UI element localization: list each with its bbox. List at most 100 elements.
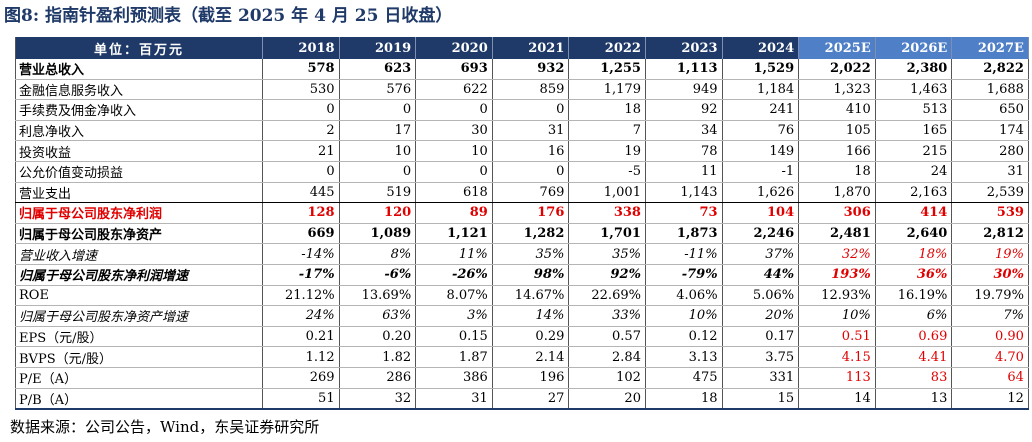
estimate-cell: 19.79% <box>951 285 1029 307</box>
value-cell: -79% <box>645 264 723 286</box>
value-cell: -17% <box>262 264 340 286</box>
value-cell: 1.12 <box>262 346 340 368</box>
estimate-cell: 513 <box>875 99 953 121</box>
value-cell: 15 <box>722 388 800 411</box>
value-cell: 2 <box>262 120 340 142</box>
value-cell: 1.87 <box>415 346 493 368</box>
value-cell: 338 <box>568 202 646 224</box>
estimate-cell: 166 <box>798 140 876 162</box>
estimate-cell: 0.51 <box>798 326 876 348</box>
table-row: EPS（元/股） 0.21 0.20 0.15 0.29 0.57 0.12 0.17 0.51… <box>15 326 1029 348</box>
value-cell: 1.82 <box>339 346 417 368</box>
estimate-cell: 10% <box>798 305 876 327</box>
estimate-cell: 6% <box>875 305 953 327</box>
value-cell: 0 <box>262 99 340 121</box>
value-cell: 1,184 <box>722 79 800 101</box>
value-cell: 669 <box>262 223 340 245</box>
estimate-cell: 30% <box>951 264 1029 286</box>
value-cell: 37% <box>722 243 800 265</box>
value-cell: 76 <box>722 120 800 142</box>
table-row: 营业支出 445 519 618 769 1,001 1,143 1,626 1,870 2,16… <box>15 182 1029 204</box>
value-cell: 0.21 <box>262 326 340 348</box>
estimate-cell: 2,380 <box>875 59 953 80</box>
value-cell: 932 <box>492 59 570 80</box>
value-cell: 241 <box>722 99 800 121</box>
value-cell: 11% <box>415 243 493 265</box>
row-label: P/B（A） <box>15 388 263 411</box>
value-cell: 21.12% <box>262 285 340 307</box>
value-cell: 17 <box>339 120 417 142</box>
value-cell: 92% <box>568 264 646 286</box>
value-cell: 576 <box>339 79 417 101</box>
value-cell: 32 <box>339 388 417 411</box>
value-cell: 0 <box>262 161 340 183</box>
value-cell: 0 <box>415 99 493 121</box>
value-cell: 104 <box>722 202 800 224</box>
value-cell: 623 <box>339 59 417 80</box>
value-cell: 20 <box>568 388 646 411</box>
table-row: ROE 21.12% 13.69% 8.07% 14.67% 22.69% 4.06% 5.0… <box>15 285 1029 307</box>
value-cell: 622 <box>415 79 493 101</box>
estimate-cell: 31 <box>951 161 1029 183</box>
value-cell: 149 <box>722 140 800 162</box>
estimate-cell: 18% <box>875 243 953 265</box>
value-cell: 445 <box>262 182 340 204</box>
table-row: 归属于母公司股东净资产 669 1,089 1,121 1,282 1,701 1,873 2… <box>15 223 1029 245</box>
value-cell: 8.07% <box>415 285 493 307</box>
value-cell: 19 <box>568 140 646 162</box>
row-label: 利息净收入 <box>15 120 263 142</box>
table-row: 手续费及佣金净收入 0 0 0 0 18 92 241 410 513 650 <box>15 99 1029 121</box>
value-cell: 92 <box>645 99 723 121</box>
value-cell: 949 <box>645 79 723 101</box>
table-row: 利息净收入 2 17 30 31 7 34 76 105 165 174 <box>15 120 1029 142</box>
estimate-cell: 2,812 <box>951 223 1029 245</box>
value-cell: 1,529 <box>722 59 800 80</box>
value-cell: -14% <box>262 243 340 265</box>
estimate-cell: 2,481 <box>798 223 876 245</box>
value-cell: 51 <box>262 388 340 411</box>
estimate-cell: 19% <box>951 243 1029 265</box>
value-cell: 13.69% <box>339 285 417 307</box>
row-label: 归属于母公司股东净资产 <box>15 223 263 245</box>
value-cell: 22.69% <box>568 285 646 307</box>
year-header: 2018 <box>262 37 340 59</box>
value-cell: 10 <box>339 140 417 162</box>
value-cell: 578 <box>262 59 340 80</box>
value-cell: 18 <box>568 99 646 121</box>
estimate-cell: 4.41 <box>875 346 953 368</box>
value-cell: 1,255 <box>568 59 646 80</box>
value-cell: 3.13 <box>645 346 723 368</box>
value-cell: 1,701 <box>568 223 646 245</box>
value-cell: 1,626 <box>722 182 800 204</box>
year-header: 2022 <box>568 37 646 59</box>
table-row: 营业收入增速 -14% 8% 11% 35% 35% -11% 37% 32% 18% 19% <box>15 243 1029 265</box>
year-header: 2020 <box>415 37 493 59</box>
value-cell: 1,121 <box>415 223 493 245</box>
value-cell: 10 <box>415 140 493 162</box>
estimate-cell: 64 <box>951 367 1029 389</box>
value-cell: -11% <box>645 243 723 265</box>
estimate-cell: 2,163 <box>875 182 953 204</box>
estimate-cell: 1,688 <box>951 79 1029 101</box>
value-cell: 1,089 <box>339 223 417 245</box>
row-label: 归属于母公司股东净利润增速 <box>15 264 263 286</box>
estimate-cell: 0.69 <box>875 326 953 348</box>
value-cell: 20% <box>722 305 800 327</box>
estimate-cell: 539 <box>951 202 1029 224</box>
value-cell: 3% <box>415 305 493 327</box>
value-cell: 0 <box>492 99 570 121</box>
value-cell: 286 <box>339 367 417 389</box>
value-cell: 331 <box>722 367 800 389</box>
value-cell: 33% <box>568 305 646 327</box>
row-label: 归属于母公司股东净资产增速 <box>15 305 263 327</box>
value-cell: 2.84 <box>568 346 646 368</box>
value-cell: 0.17 <box>722 326 800 348</box>
value-cell: 11 <box>645 161 723 183</box>
value-cell: -1 <box>722 161 800 183</box>
row-label: 公允价值变动损益 <box>15 161 263 183</box>
value-cell: 0.15 <box>415 326 493 348</box>
value-cell: 618 <box>415 182 493 204</box>
header-row: 单位：百万元 2018 2019 2020 2021 2022 2023 202… <box>15 37 1029 59</box>
year-header: 2019 <box>339 37 417 59</box>
value-cell: 14.67% <box>492 285 570 307</box>
